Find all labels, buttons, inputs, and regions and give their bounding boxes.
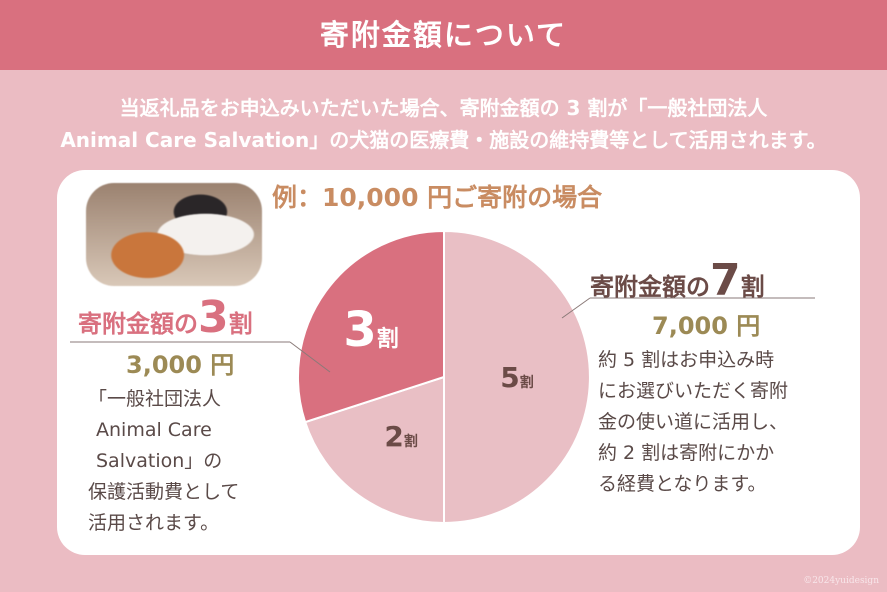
left-body-line: 保護活動費として [88,481,240,503]
right-body-line: にお選びいただく寄附 [598,380,789,402]
left-leader-line [289,341,331,373]
right-body-line: 約 5 割はお申込み時 [598,349,775,371]
left-heading-prefix: 寄附金額の [78,310,198,338]
right-heading: 寄附金額の7割 [590,255,765,306]
right-leader-line [561,297,591,319]
right-body-line: 約 2 割は寄附にかか [598,442,775,464]
right-amount: 7,000 円 [652,312,761,340]
example-heading: 例：10,000 円ご寄附の場合 [272,183,603,212]
right-body-line: る経費となります。 [598,473,767,495]
right-heading-prefix: 寄附金額の [590,273,710,301]
right-body-line: 金の使い道に活用し、 [598,411,789,433]
left-heading: 寄附金額の3割 [78,292,253,343]
pie-label-5: 5割 [500,361,533,394]
left-heading-number: 3 [198,292,229,343]
pie-slice-5 [443,229,591,525]
right-heading-number: 7 [710,255,741,306]
left-amount: 3,000 円 [126,351,235,379]
right-heading-suffix: 割 [740,273,765,301]
intro-line-1: 当返礼品をお申込みいただいた場合、寄附金額の 3 割が「一般社団法人 [119,96,768,120]
right-body: 約 5 割はお申込み時 にお選びいただく寄附 金の使い道に活用し、 約 2 割は… [598,345,788,500]
left-body-line: Salvation」の [96,450,223,472]
left-body-line: 「一般社団法人 [88,388,222,410]
intro-line-2: Animal Care Salvation」の犬猫の医療費・施設の維持費等として… [60,128,827,152]
left-body-line: 活用されます。 [88,512,220,534]
page-title: 寄附金額について [0,0,887,70]
left-body-line: Animal Care [96,419,212,441]
pie-slice-2 [303,375,445,525]
dog-cat-photo [86,183,262,286]
copyright: ©2024yuidesign [803,576,879,586]
pie-slice-3 [297,229,445,424]
left-heading-suffix: 割 [228,310,253,338]
left-body: 「一般社団法人 Animal Care Salvation」の 保護活動費として… [88,384,239,539]
